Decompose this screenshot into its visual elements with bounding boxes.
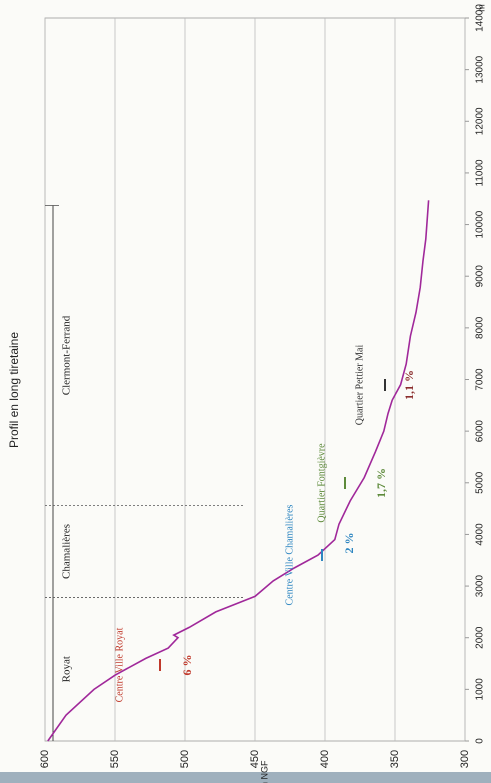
x-tick-label: 14000	[475, 4, 486, 32]
region-label: Clermont-Ferrand	[61, 315, 73, 395]
x-tick-label: 2000	[475, 626, 486, 649]
x-axis-title: m	[476, 4, 486, 12]
x-tick-label: 4000	[475, 523, 486, 546]
x-tick-label: 6000	[475, 420, 486, 443]
annotation: 1,7 %	[374, 468, 388, 498]
y-axis-title: m NGF	[259, 760, 269, 783]
y-tick-label: 400	[319, 750, 331, 768]
y-tick-label: 500	[179, 750, 191, 768]
x-tick-label: 9000	[475, 265, 486, 288]
rotated-chart: Profil en long tiretaine m NGF m 300 350 4…	[7, 4, 486, 783]
annotation: 6 %	[180, 655, 194, 676]
annotation: Centre Ville Chamalières	[284, 504, 295, 605]
profile-line	[47, 200, 430, 742]
y-tick-label: 300	[459, 750, 471, 768]
x-tick-label: 1000	[475, 678, 486, 701]
x-tick-label: 5000	[475, 471, 486, 494]
x-tick-label: 13000	[475, 55, 486, 83]
annotation: Centre Ville Royat	[114, 627, 125, 702]
y-tick-label: 450	[249, 750, 261, 768]
annotation: 1,1 %	[402, 370, 416, 400]
y-tick-label: 600	[39, 750, 51, 768]
annotation: 2 %	[342, 533, 356, 554]
y-tick-label: 550	[109, 750, 121, 768]
region-label: Royat	[61, 656, 73, 682]
x-tick-label: 7000	[475, 368, 486, 391]
annotation: Quartier Pettier Mai	[354, 345, 365, 426]
region-label: Chamalières	[61, 524, 73, 579]
x-tick-label: 10000	[475, 210, 486, 238]
x-tick-label: 8000	[475, 316, 486, 339]
y-tick-label: 350	[389, 750, 401, 768]
map-strip	[0, 772, 491, 783]
x-tick-label: 11000	[475, 159, 486, 187]
x-tick-label: 0	[475, 738, 486, 744]
x-tick-label: 3000	[475, 575, 486, 598]
chart-title: Profil en long tiretaine	[7, 332, 21, 448]
annotation: Quartier Fontgièvre	[316, 443, 327, 523]
x-tick-label: 12000	[475, 107, 486, 135]
